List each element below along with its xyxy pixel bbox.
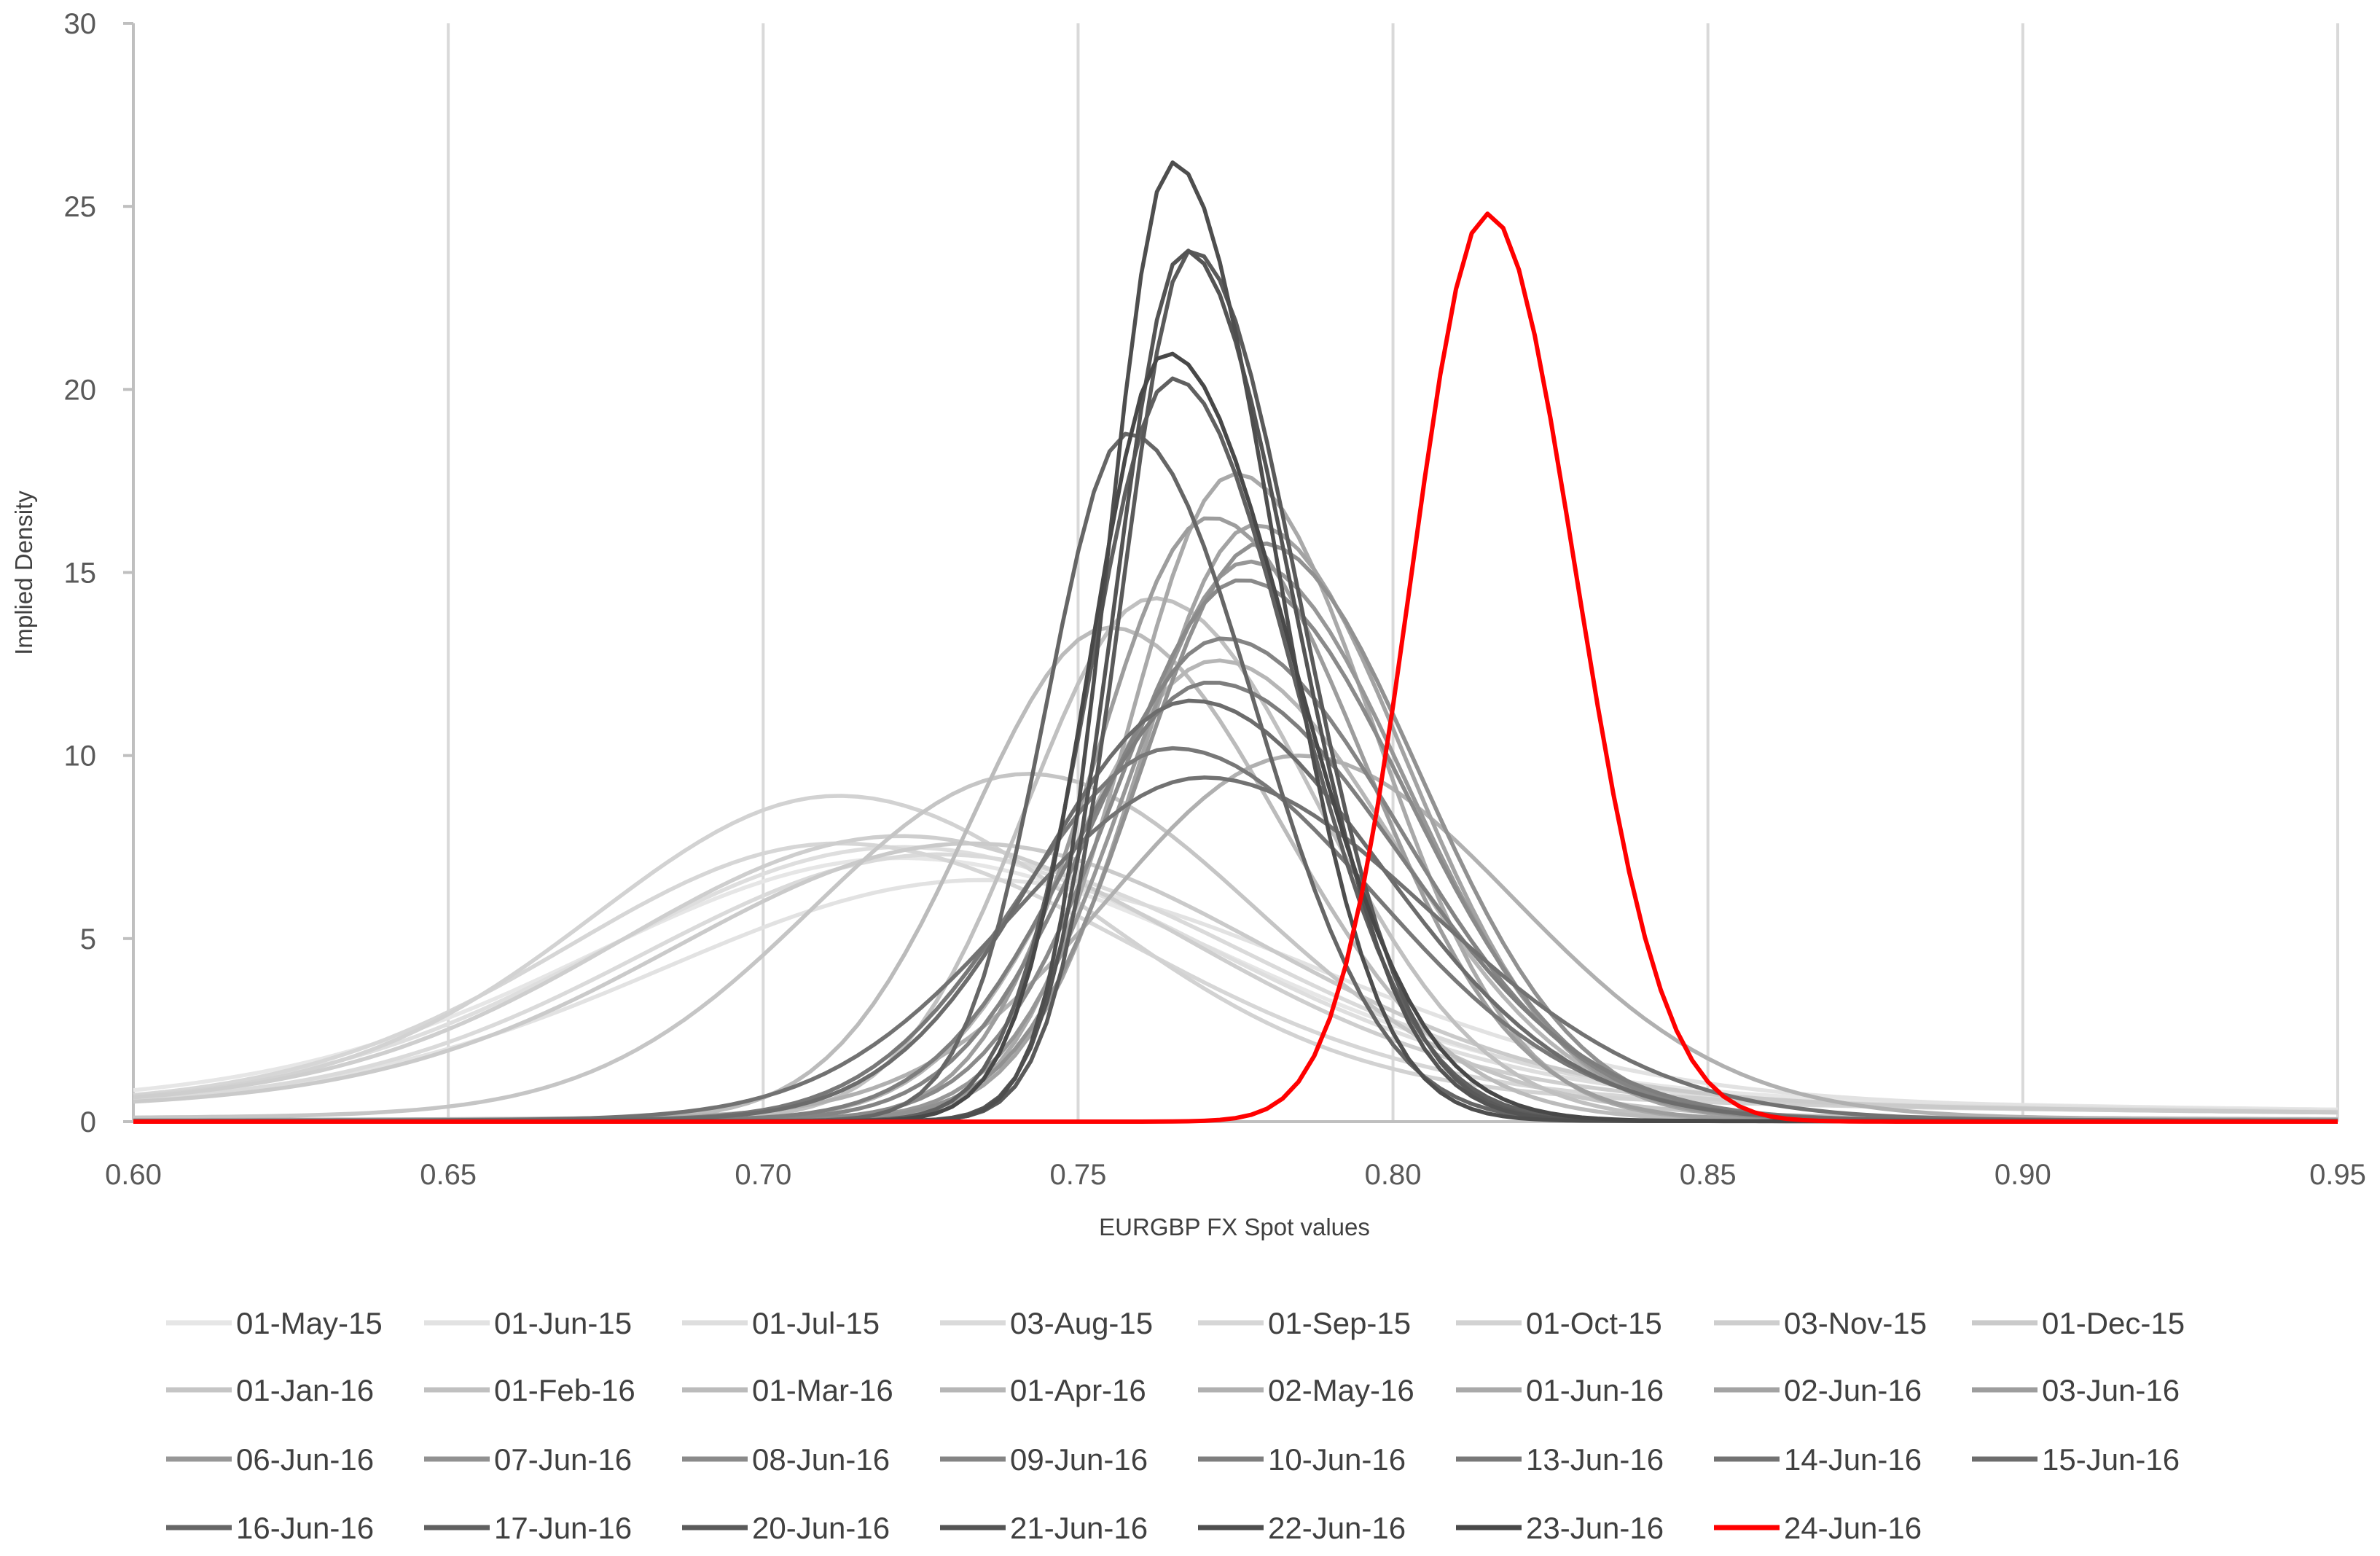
- legend-label: 09-Jun-16: [1010, 1442, 1148, 1477]
- y-tick-label: 15: [64, 558, 97, 590]
- y-tick-label: 20: [64, 374, 97, 406]
- axes: [132, 23, 2338, 1123]
- x-tick-labels: 0.60 0.65 0.70 0.75 0.80 0.85 0.90 0.95: [105, 1159, 2366, 1191]
- x-tick-label: 0.90: [1995, 1159, 2051, 1191]
- legend-label: 24-Jun-16: [1784, 1511, 1922, 1545]
- legend-label: 01-Jun-16: [1526, 1373, 1664, 1407]
- series-line: [133, 877, 2338, 1113]
- y-tick-labels: 0 5 10 15 20 25 30: [64, 8, 97, 1138]
- series-line: [133, 845, 2338, 1114]
- legend-label: 06-Jun-16: [236, 1442, 374, 1477]
- legend-label: 01-Feb-16: [494, 1373, 635, 1407]
- legend-label: 03-Nov-15: [1784, 1306, 1927, 1340]
- legend-label: 01-Oct-15: [1526, 1306, 1662, 1340]
- series-line: [133, 794, 2338, 1115]
- x-tick-label: 0.70: [735, 1159, 791, 1191]
- legend-label: 20-Jun-16: [752, 1511, 890, 1545]
- y-tick-label: 10: [64, 740, 97, 773]
- legend-label: 01-Mar-16: [752, 1373, 893, 1407]
- series-line: [133, 516, 2338, 1124]
- legend-label: 01-Dec-15: [2042, 1306, 2185, 1340]
- legend-label: 02-May-16: [1268, 1373, 1414, 1407]
- legend-label: 08-Jun-16: [752, 1442, 890, 1477]
- legend-label: 21-Jun-16: [1010, 1511, 1148, 1545]
- legend-label: 01-Sep-15: [1268, 1306, 1411, 1340]
- x-tick-label: 0.85: [1680, 1159, 1737, 1191]
- series-line: [133, 841, 2338, 1115]
- y-axis-title: Implied Density: [10, 490, 37, 655]
- legend-label: 01-May-15: [236, 1306, 383, 1340]
- x-tick-label: 0.65: [420, 1159, 477, 1191]
- series-line: [133, 841, 2338, 1115]
- legend-label: 01-Jun-15: [494, 1306, 632, 1340]
- series-lines: [133, 160, 2338, 1124]
- x-tick-label: 0.60: [105, 1159, 162, 1191]
- legend: 01-May-15 01-Jun-15 01-Jul-15 03-Aug-15 01-S…: [166, 1306, 2185, 1545]
- legend-label: 01-Jul-15: [752, 1306, 880, 1340]
- legend-label: 01-Jan-16: [236, 1373, 374, 1407]
- legend-label: 16-Jun-16: [236, 1511, 374, 1545]
- x-axis-title: EURGBP FX Spot values: [1099, 1213, 1370, 1240]
- y-tick-label: 5: [80, 923, 96, 955]
- grid-lines: [123, 22, 2339, 1123]
- legend-label: 03-Aug-15: [1010, 1306, 1153, 1340]
- series-line: [133, 856, 2338, 1112]
- y-tick-label: 30: [64, 8, 97, 40]
- legend-label: 07-Jun-16: [494, 1442, 632, 1477]
- legend-label: 10-Jun-16: [1268, 1442, 1406, 1477]
- x-tick-label: 0.75: [1049, 1159, 1106, 1191]
- legend-label: 03-Jun-16: [2042, 1373, 2180, 1407]
- series-line: [133, 834, 2338, 1114]
- x-tick-label: 0.80: [1365, 1159, 1422, 1191]
- series-line: [133, 523, 2338, 1124]
- legend-label: 15-Jun-16: [2042, 1442, 2180, 1477]
- y-tick-label: 0: [80, 1106, 96, 1138]
- legend-label: 23-Jun-16: [1526, 1511, 1664, 1545]
- legend-label: 01-Apr-16: [1010, 1373, 1146, 1407]
- y-tick-label: 25: [64, 191, 97, 223]
- legend-label: 14-Jun-16: [1784, 1442, 1922, 1477]
- legend-label: 02-Jun-16: [1784, 1373, 1922, 1407]
- x-tick-label: 0.95: [2309, 1159, 2366, 1191]
- legend-label: 17-Jun-16: [494, 1511, 632, 1545]
- series-line: [133, 852, 2338, 1114]
- series-line: [133, 211, 2338, 1124]
- legend-label: 22-Jun-16: [1268, 1511, 1406, 1545]
- legend-label: 13-Jun-16: [1526, 1442, 1664, 1477]
